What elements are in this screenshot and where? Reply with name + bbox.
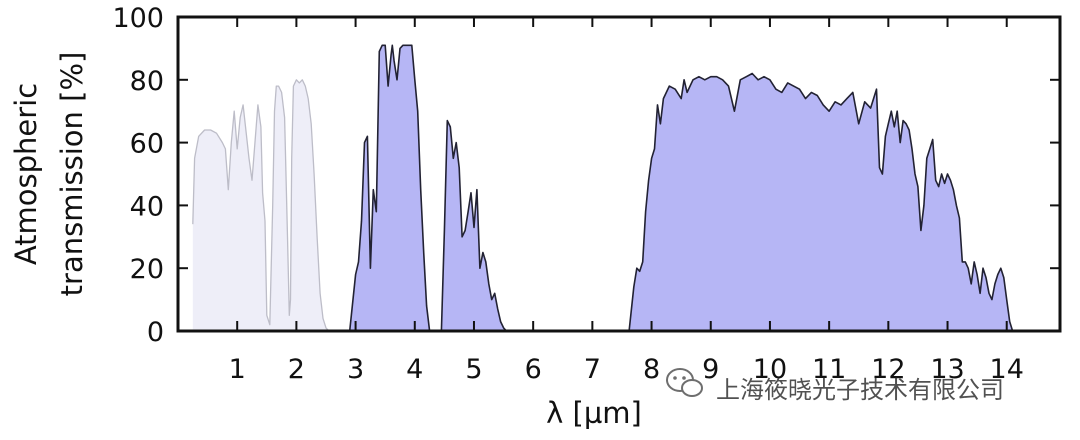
- x-tick-label-7: 7: [584, 354, 601, 385]
- y-tick-label-60: 60: [130, 129, 164, 160]
- x-tick-label-11: 11: [812, 354, 846, 385]
- x-tick-label-4: 4: [406, 354, 423, 385]
- x-tick-label-14: 14: [990, 354, 1024, 385]
- y-axis-ticks: 0 20 40 60 80 100: [112, 3, 1060, 348]
- x-tick-label-13: 13: [930, 354, 964, 385]
- transmission-band-4-line: [628, 72, 1014, 332]
- x-axis-ticks: 1 2 3 4 5 6 7 8 9 10 11 12 13 14: [229, 17, 1024, 385]
- transmission-band-1-fill: [192, 79, 329, 331]
- x-axis-title: λ [µm]: [546, 396, 642, 430]
- x-tick-label-1: 1: [229, 354, 246, 385]
- y-axis-title-line1: Atmospheric: [9, 83, 43, 265]
- transmission-band-3-fill: [441, 120, 507, 331]
- watermark: 上海筱晓光子技术有限公司: [666, 368, 1004, 404]
- x-tick-label-12: 12: [871, 354, 905, 385]
- x-tick-label-9: 9: [702, 354, 719, 385]
- x-tick-label-5: 5: [465, 354, 482, 385]
- x-tick-label-10: 10: [753, 354, 787, 385]
- transmission-band-3-line: [440, 119, 508, 332]
- y-tick-label-0: 0: [147, 317, 164, 348]
- wechat-icon: [666, 368, 703, 397]
- y-tick-label-80: 80: [130, 66, 164, 97]
- transmission-band-2-line: [348, 44, 431, 332]
- plot-frame: [176, 15, 1062, 333]
- y-axis-title-line2: transmission [%]: [55, 52, 89, 297]
- transmission-areas: [192, 44, 1014, 332]
- x-tick-label-2: 2: [288, 354, 305, 385]
- y-tick-label-20: 20: [130, 254, 164, 285]
- y-tick-label-100: 100: [112, 3, 164, 34]
- transmission-band-1-line: [192, 79, 330, 332]
- x-tick-label-6: 6: [525, 354, 542, 385]
- x-tick-label-8: 8: [643, 354, 660, 385]
- watermark-text: 上海筱晓光子技术有限公司: [716, 376, 1004, 404]
- transmission-band-4-fill: [629, 73, 1013, 331]
- x-tick-label-3: 3: [347, 354, 364, 385]
- y-tick-label-40: 40: [130, 191, 164, 222]
